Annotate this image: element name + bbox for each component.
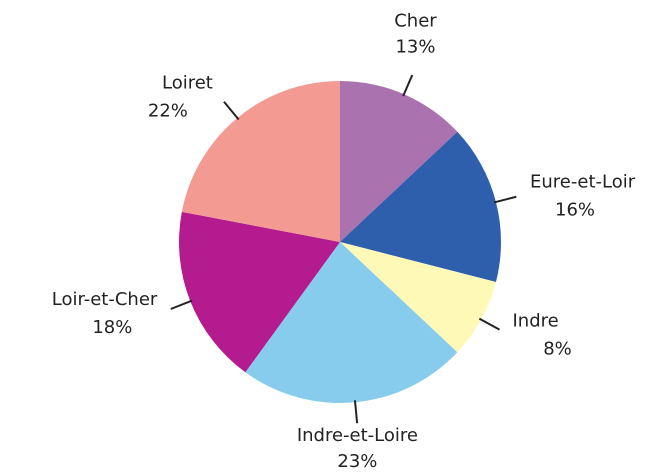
value-label: 18% [92,317,132,338]
pie-slice [340,131,501,283]
leader-line [493,195,517,204]
slice-label: Eure-et-Loir [530,172,636,193]
pie-slice [178,211,340,373]
pie-slice [340,242,496,353]
slice-label: Loir-et-Cher [52,289,158,310]
value-label: 8% [543,339,572,360]
pie-slice [245,242,458,403]
leader-line [170,299,193,310]
value-label: 22% [148,101,188,122]
value-label: 23% [337,451,377,472]
slice-label: Cher [394,11,437,32]
value-label: 13% [395,37,435,58]
pie-slice [340,81,458,242]
leader-line [353,400,359,424]
leader-line [402,74,414,97]
leader-line [478,317,500,331]
value-label: 16% [555,200,595,221]
slice-label: Loiret [162,73,213,94]
leader-line [223,101,240,121]
pie-slice [181,81,340,242]
slice-label: Indre [512,311,558,332]
slice-label: Indre-et-Loire [297,425,418,446]
